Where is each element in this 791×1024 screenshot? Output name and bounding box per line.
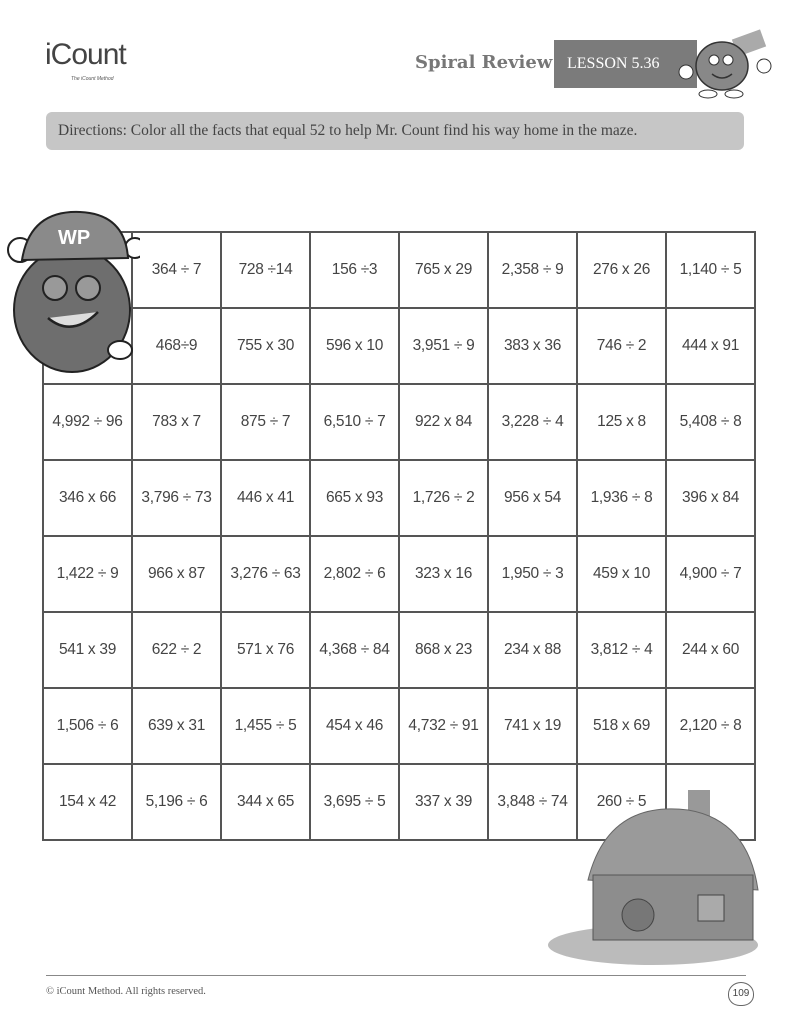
maze-cell[interactable]: 344 x 65: [220, 763, 311, 841]
maze-cell[interactable]: 922 x 84: [398, 383, 489, 461]
maze-cell[interactable]: 4,732 ÷ 91: [398, 687, 489, 765]
maze-cell[interactable]: 746 ÷ 2: [576, 307, 667, 385]
maze-cell[interactable]: 1,455 ÷ 5: [220, 687, 311, 765]
maze-cell[interactable]: 639 x 31: [131, 687, 222, 765]
maze-cell[interactable]: 383 x 36: [487, 307, 578, 385]
maze-cell[interactable]: 276 x 26: [576, 231, 667, 309]
maze-cell[interactable]: 446 x 41: [220, 459, 311, 537]
maze-cell[interactable]: 2,120 ÷ 8: [665, 687, 756, 765]
maze-cell[interactable]: 956 x 54: [487, 459, 578, 537]
maze-cell[interactable]: 3,796 ÷ 73: [131, 459, 222, 537]
maze-cell[interactable]: 622 ÷ 2: [131, 611, 222, 689]
maze-cell[interactable]: 4,900 ÷ 7: [665, 535, 756, 613]
maze-cell[interactable]: 783 x 7: [131, 383, 222, 461]
maze-cell[interactable]: 337 x 39: [398, 763, 489, 841]
maze-cell[interactable]: 728 ÷14: [220, 231, 311, 309]
maze-cell[interactable]: 5,408 ÷ 8: [665, 383, 756, 461]
icount-logo: iCount The iCount Method: [45, 38, 127, 82]
page-title: Spiral Review: [415, 52, 553, 73]
grid-row: 541 x 39 622 ÷ 2 571 x 76 4,368 ÷ 84 868 x 2…: [42, 611, 756, 689]
maze-cell[interactable]: 234 x 88: [487, 611, 578, 689]
maze-cell[interactable]: 1,726 ÷ 2: [398, 459, 489, 537]
logo-text: iCount: [45, 38, 127, 71]
maze-cell[interactable]: 518 x 69: [576, 687, 667, 765]
maze-cell[interactable]: 3,276 ÷ 63: [220, 535, 311, 613]
maze-cell[interactable]: 396 x 84: [665, 459, 756, 537]
maze-cell[interactable]: 4,992 ÷ 96: [42, 383, 133, 461]
maze-cell[interactable]: 1,950 ÷ 3: [487, 535, 578, 613]
maze-cell[interactable]: 755 x 30: [220, 307, 311, 385]
maze-cell[interactable]: 765 x 29: [398, 231, 489, 309]
logo-tagline: The iCount Method: [71, 76, 114, 82]
grid-row: 1,506 ÷ 6 639 x 31 1,455 ÷ 5 454 x 46 4,732 …: [42, 687, 756, 765]
cap-text: WP: [58, 227, 90, 249]
maze-cell[interactable]: 6,510 ÷ 7: [309, 383, 400, 461]
maze-cell[interactable]: 459 x 10: [576, 535, 667, 613]
maze-cell[interactable]: 966 x 87: [131, 535, 222, 613]
maze-cell[interactable]: 741 x 19: [487, 687, 578, 765]
maze-cell[interactable]: 571 x 76: [220, 611, 311, 689]
grid-row: 1,422 ÷ 9 966 x 87 3,276 ÷ 63 2,802 ÷ 6 323 …: [42, 535, 756, 613]
maze-cell[interactable]: 156 ÷3: [309, 231, 400, 309]
wp-apple-mascot-icon: WP: [7, 210, 140, 373]
maze-cell[interactable]: 3,228 ÷ 4: [487, 383, 578, 461]
page-number: 109: [728, 982, 754, 1006]
maze-cell[interactable]: 125 x 8: [576, 383, 667, 461]
copyright: © iCount Method. All rights reserved.: [46, 986, 206, 997]
gingerbread-house-icon: [548, 790, 759, 965]
maze-cell[interactable]: 868 x 23: [398, 611, 489, 689]
maze-cell[interactable]: 1,140 ÷ 5: [665, 231, 756, 309]
directions-banner: Directions: Color all the facts that equ…: [46, 112, 744, 150]
maze-cell[interactable]: 5,196 ÷ 6: [131, 763, 222, 841]
maze-cell[interactable]: 323 x 16: [398, 535, 489, 613]
maze-cell[interactable]: 1,936 ÷ 8: [576, 459, 667, 537]
maze-cell[interactable]: 3,848 ÷ 74: [487, 763, 578, 841]
maze-cell[interactable]: 346 x 66: [42, 459, 133, 537]
maze-cell[interactable]: 3,695 ÷ 5: [309, 763, 400, 841]
maze-cell[interactable]: 1,422 ÷ 9: [42, 535, 133, 613]
maze-cell[interactable]: 596 x 10: [309, 307, 400, 385]
maze-cell[interactable]: 2,358 ÷ 9: [487, 231, 578, 309]
footer-divider: [46, 975, 746, 976]
maze-cell[interactable]: 3,951 ÷ 9: [398, 307, 489, 385]
maze-cell[interactable]: 665 x 93: [309, 459, 400, 537]
maze-cell[interactable]: 875 ÷ 7: [220, 383, 311, 461]
maze-cell[interactable]: 1,506 ÷ 6: [42, 687, 133, 765]
maze-cell[interactable]: 244 x 60: [665, 611, 756, 689]
maze-cell[interactable]: 468÷9: [131, 307, 222, 385]
maze-cell[interactable]: 2,802 ÷ 6: [309, 535, 400, 613]
grid-row: 346 x 66 3,796 ÷ 73 446 x 41 665 x 93 1,726 …: [42, 459, 756, 537]
maze-cell[interactable]: 541 x 39: [42, 611, 133, 689]
maze-cell[interactable]: 4,368 ÷ 84: [309, 611, 400, 689]
maze-cell[interactable]: 3,812 ÷ 4: [576, 611, 667, 689]
maze-cell[interactable]: 444 x 91: [665, 307, 756, 385]
maze-cell[interactable]: 454 x 46: [309, 687, 400, 765]
maze-cell[interactable]: 364 ÷ 7: [131, 231, 222, 309]
grid-row: 154 x 42 5,196 ÷ 6 344 x 65 3,695 ÷ 5 337 x …: [42, 763, 756, 841]
grid-row: 4,992 ÷ 96 783 x 7 875 ÷ 7 6,510 ÷ 7 922 x 8…: [42, 383, 756, 461]
grid-row: 468÷9 755 x 30 596 x 10 3,951 ÷ 9 383 x 36 74…: [42, 307, 756, 385]
apple-mascot-icon: [678, 29, 772, 99]
maze-grid: 364 ÷ 7 728 ÷14 156 ÷3 765 x 29 2,358 ÷ 9 276…: [42, 231, 756, 841]
grid-row: 364 ÷ 7 728 ÷14 156 ÷3 765 x 29 2,358 ÷ 9 276…: [42, 231, 756, 309]
lesson-badge: LESSON 5.36: [554, 40, 697, 88]
maze-cell[interactable]: 154 x 42: [42, 763, 133, 841]
